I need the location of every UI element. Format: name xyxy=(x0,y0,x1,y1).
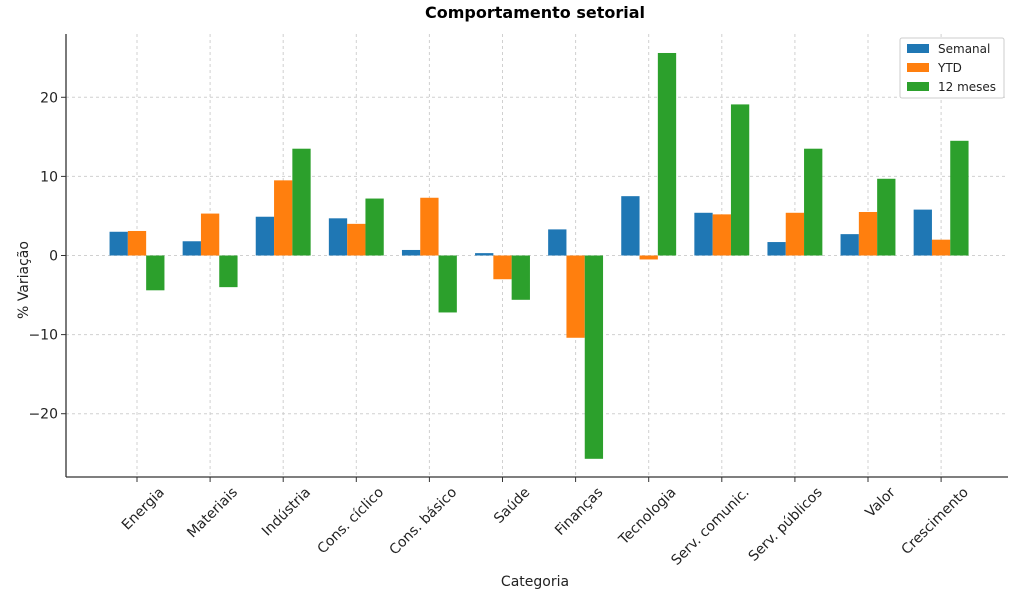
bar xyxy=(420,197,439,256)
y-axis-label: % Variação xyxy=(16,241,32,319)
bar xyxy=(200,213,220,256)
bar xyxy=(840,234,859,256)
bar xyxy=(639,255,658,260)
x-tick-label: Serv. comunic. xyxy=(668,485,752,569)
bar xyxy=(584,255,604,459)
bar xyxy=(566,255,585,338)
bar xyxy=(127,230,147,256)
grid xyxy=(66,34,1008,477)
y-tick-label: −10 xyxy=(28,328,58,344)
legend-label: Semanal xyxy=(938,42,990,56)
legend-label: YTD xyxy=(937,61,962,75)
legend-label: 12 meses xyxy=(938,80,996,94)
bar xyxy=(438,255,457,313)
x-axis-ticks: Energia Materiais Indústria Cons. cíclico Co… xyxy=(119,477,972,569)
x-tick-label: Serv. públicos xyxy=(746,485,826,565)
x-tick-label: Valor xyxy=(863,484,899,520)
bar xyxy=(292,148,311,256)
bar xyxy=(365,198,384,256)
bar xyxy=(913,209,932,256)
legend: Semanal YTD 12 meses xyxy=(899,37,1005,99)
chart-title: Comportamento setorial xyxy=(425,3,645,22)
bar xyxy=(347,223,366,256)
bar xyxy=(621,196,640,256)
x-tick-label: Energia xyxy=(119,485,168,534)
x-tick-label: Cons. cíclico xyxy=(314,485,387,558)
bar xyxy=(950,140,969,256)
x-axis-label: Categoria xyxy=(501,574,569,590)
bar xyxy=(401,249,421,256)
legend-swatch xyxy=(907,63,929,72)
bar xyxy=(511,255,530,300)
legend-swatch xyxy=(907,82,929,91)
bar xyxy=(219,255,238,288)
y-tick-label: −20 xyxy=(28,407,58,423)
y-axis-ticks: −20 −10 0 10 20 xyxy=(28,90,66,423)
legend-swatch xyxy=(907,44,929,53)
x-tick-label: Finanças xyxy=(552,485,606,539)
bar xyxy=(712,214,731,256)
x-tick-label: Materiais xyxy=(184,485,241,542)
bar xyxy=(255,216,275,256)
bar xyxy=(877,178,896,256)
bar xyxy=(785,212,805,256)
bar xyxy=(657,52,677,256)
y-tick-label: 0 xyxy=(49,249,58,265)
y-tick-label: 10 xyxy=(40,169,58,185)
bar xyxy=(328,218,348,256)
x-tick-label: Cons. básico xyxy=(386,485,460,559)
x-tick-label: Indústria xyxy=(259,485,314,540)
bar xyxy=(931,239,951,256)
bar xyxy=(146,255,165,291)
bar xyxy=(475,253,494,256)
bar xyxy=(694,212,713,256)
x-tick-label: Crescimento xyxy=(898,485,971,558)
bar xyxy=(493,255,512,280)
bar xyxy=(274,180,293,256)
bar xyxy=(858,211,878,256)
bar xyxy=(767,242,786,256)
y-tick-label: 20 xyxy=(40,90,58,106)
bars xyxy=(109,52,969,459)
bar xyxy=(730,104,750,256)
bar xyxy=(182,241,201,256)
bar xyxy=(548,229,567,256)
bar xyxy=(109,231,128,256)
x-tick-label: Saúde xyxy=(491,485,533,527)
x-tick-label: Tecnologia xyxy=(615,485,679,549)
bar xyxy=(804,148,823,256)
